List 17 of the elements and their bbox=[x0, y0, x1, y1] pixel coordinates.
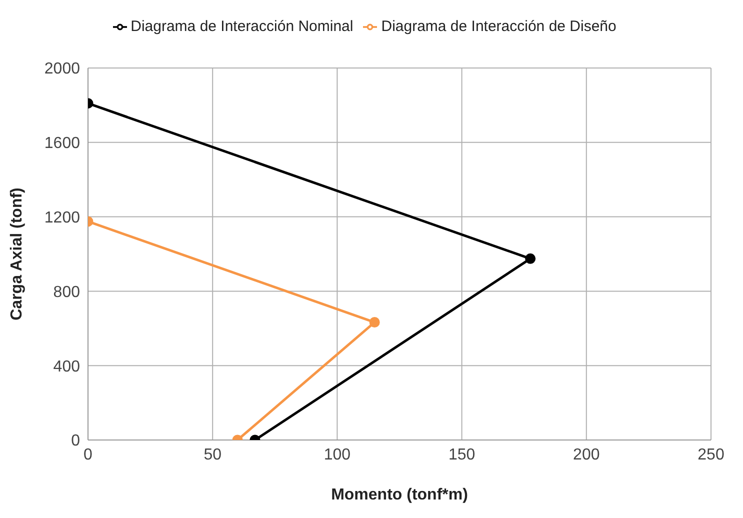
y-tick-label: 0 bbox=[71, 432, 80, 450]
legend-label: Diagrama de Interacción de Diseño bbox=[381, 18, 616, 35]
x-tick-label: 200 bbox=[573, 446, 600, 464]
y-tick-label: 2000 bbox=[44, 60, 80, 78]
y-tick-label: 800 bbox=[53, 284, 80, 301]
x-tick-label: 100 bbox=[324, 446, 351, 464]
x-tick-label: 150 bbox=[448, 446, 476, 464]
point bbox=[369, 317, 380, 328]
legend-label: Diagrama de Interacción Nominal bbox=[130, 18, 354, 35]
x-tick-label: 250 bbox=[698, 446, 724, 464]
y-tick-label: 1600 bbox=[44, 135, 80, 152]
y-tick-label: 400 bbox=[53, 358, 80, 376]
x-tick-label: 50 bbox=[204, 446, 222, 464]
x-axis-title: Momento (tonf*m) bbox=[331, 486, 468, 504]
y-axis-title: Carga Axial (tonf) bbox=[8, 188, 26, 320]
x-tick-label: 0 bbox=[84, 446, 93, 464]
y-tick-label: 1200 bbox=[44, 209, 80, 226]
